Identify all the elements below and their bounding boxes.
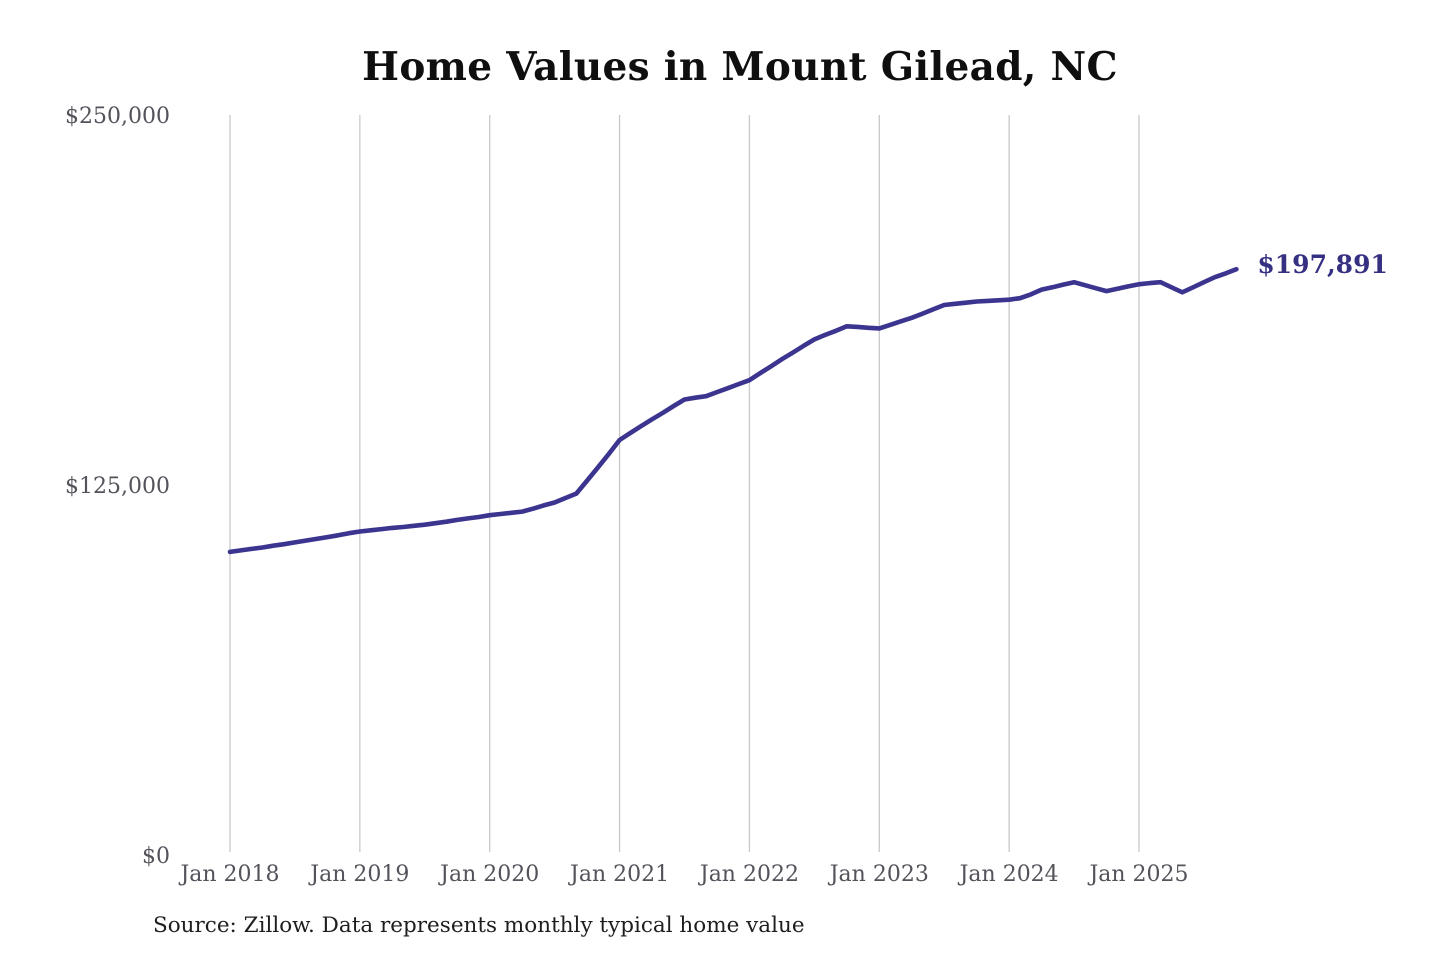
x-axis-tick-label: Jan 2025 [1087,862,1188,887]
latest-value-label: $197,891 [1257,250,1387,279]
source-note: Source: Zillow. Data represents monthly … [153,913,805,938]
x-axis-tick-label: Jan 2020 [438,862,539,887]
home-value-series-line [227,266,1239,555]
y-axis-tick-label: $250,000 [65,104,170,129]
y-axis-tick-label: $125,000 [65,474,170,499]
chart-title: Home Values in Mount Gilead, NC [362,44,1118,90]
x-axis-tick-label: Jan 2018 [178,862,279,887]
x-axis-tick-label: Jan 2024 [958,862,1059,887]
x-axis-tick-label: Jan 2021 [568,862,669,887]
x-axis-tick-label: Jan 2023 [828,862,929,887]
x-axis-tick-label: Jan 2019 [308,862,409,887]
y-axis-tick-label: $0 [142,844,170,869]
x-axis-tick-label: Jan 2022 [698,862,799,887]
